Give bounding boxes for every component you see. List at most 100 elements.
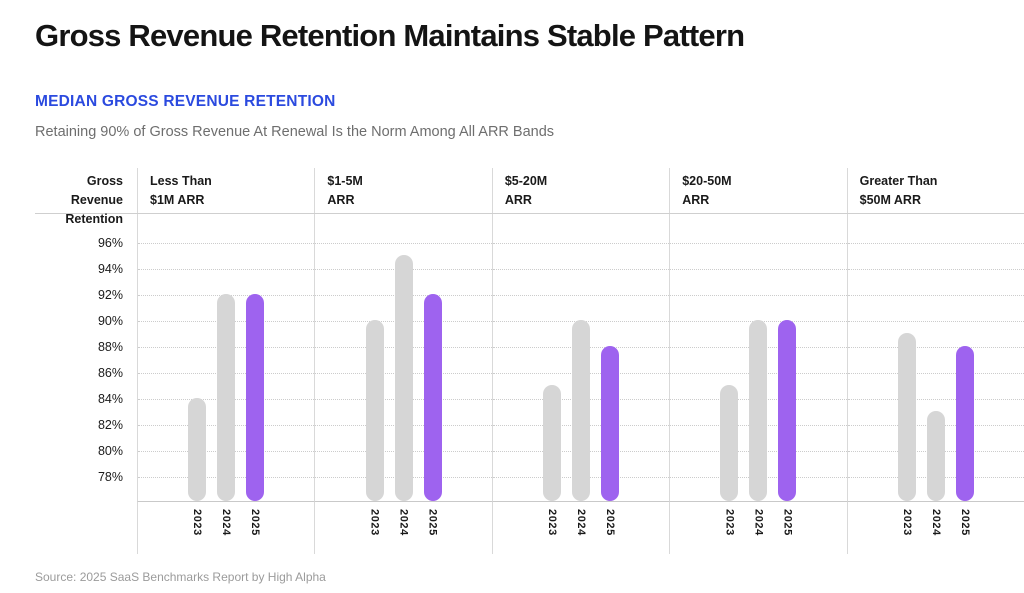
bar-2023-value-90 — [365, 320, 384, 501]
panel-x-labels-2: 2023 2024 2025 — [314, 502, 491, 554]
y-tick-label: 88% — [97, 340, 123, 354]
x-tick-label-2025: 2025 — [249, 509, 262, 536]
year-slot: 2023 — [366, 509, 384, 554]
y-tick-label: 96% — [97, 236, 123, 250]
report-page: Gross Revenue Retention Maintains Stable… — [0, 16, 1024, 593]
bar-2024-value-95 — [394, 255, 413, 501]
panel-plot-3 — [491, 214, 670, 502]
x-tick-label-2025: 2025 — [781, 509, 794, 536]
bar-2025-value-90 — [778, 320, 797, 501]
panel-header-line1: $5-20M — [504, 174, 548, 188]
year-slot: 2025 — [778, 509, 796, 554]
panel-x-labels-4: 2023 2024 2025 — [669, 502, 846, 554]
panel-x-labels-1: 2023 2024 2025 — [137, 502, 314, 554]
x-label-spacer — [35, 502, 137, 554]
bar-2023-value-85 — [720, 385, 739, 501]
year-slot: 2023 — [543, 509, 561, 554]
x-tick-label-2024: 2024 — [575, 509, 588, 536]
bar-group — [493, 214, 669, 501]
page-title: Gross Revenue Retention Maintains Stable… — [35, 18, 745, 53]
y-tick-label: 84% — [97, 392, 123, 406]
gridline — [847, 399, 1024, 400]
y-tick-label: 80% — [97, 444, 123, 458]
year-slot: 2024 — [749, 509, 767, 554]
panel-plot-4 — [669, 214, 847, 502]
gridline — [847, 243, 1024, 244]
panel-header-line1: Less Than — [150, 174, 212, 188]
panel-header-line1: $1-5M — [327, 174, 363, 188]
y-tick-label: 78% — [97, 470, 123, 484]
panel-header-line2: $50M ARR — [859, 193, 921, 207]
x-tick-label-2023: 2023 — [546, 509, 559, 536]
y-axis-ticks: 96% 94% 92% 90% 88% 86% 84% 82% 80% 78% — [35, 214, 137, 502]
year-slot: 2024 — [572, 509, 590, 554]
x-tick-label-2025: 2025 — [604, 509, 617, 536]
panel-header-2: $1-5M ARR — [314, 168, 491, 213]
x-tick-label-2024: 2024 — [929, 509, 942, 536]
year-slot: 2023 — [188, 509, 206, 554]
chart-x-label-row: 2023 2024 2025 2023 2024 2025 2023 2024 2025 2023… — [35, 502, 1024, 554]
x-tick-label-2024: 2024 — [752, 509, 765, 536]
bar-2023-value-85 — [543, 385, 562, 501]
panel-x-labels-3: 2023 2024 2025 — [491, 502, 669, 554]
bar-2024-value-92 — [217, 294, 236, 501]
panel-plot-2 — [314, 214, 492, 502]
panel-header-line2: ARR — [504, 193, 532, 207]
year-slot: 2025 — [424, 509, 442, 554]
x-tick-label-2023: 2023 — [723, 509, 736, 536]
bar-2025-value-92 — [246, 294, 265, 501]
y-tick-label: 82% — [97, 418, 123, 432]
gridline — [138, 269, 315, 270]
year-slot: 2023 — [898, 509, 916, 554]
panel-header-line2: ARR — [327, 193, 355, 207]
grr-bar-chart: Gross Revenue Retention Less Than $1M ARR… — [35, 168, 1024, 554]
x-tick-label-2023: 2023 — [368, 509, 381, 536]
year-slot: 2025 — [246, 509, 264, 554]
year-slot: 2025 — [601, 509, 619, 554]
gridline — [670, 269, 847, 270]
gridline — [670, 295, 847, 296]
gridline — [847, 269, 1024, 270]
year-slot: 2024 — [217, 509, 235, 554]
panel-header-4: $20-50M ARR — [669, 168, 846, 213]
panel-header-3: $5-20M ARR — [491, 168, 669, 213]
bar-2025-value-88 — [955, 346, 974, 501]
chart-subtitle: Retaining 90% of Gross Revenue At Renewa… — [35, 124, 555, 140]
panel-header-line2: $1M ARR — [150, 193, 205, 207]
x-tick-label-2024: 2024 — [220, 509, 233, 536]
gridline — [847, 321, 1024, 322]
gridline — [492, 243, 670, 244]
y-tick-label: 92% — [97, 288, 123, 302]
gridline — [315, 243, 492, 244]
panel-plot-5 — [846, 214, 1024, 502]
y-tick-label: 90% — [97, 314, 123, 328]
gridline — [138, 243, 315, 244]
x-tick-label-2024: 2024 — [397, 509, 410, 536]
gridline — [847, 295, 1024, 296]
year-slot: 2024 — [395, 509, 413, 554]
panel-header-line1: $20-50M — [682, 174, 732, 188]
bar-2025-value-88 — [601, 346, 620, 501]
year-slot: 2024 — [927, 509, 945, 554]
x-tick-label-2023: 2023 — [900, 509, 913, 536]
bar-2024-value-83 — [926, 411, 945, 501]
x-tick-label-2023: 2023 — [191, 509, 204, 536]
panel-header-1: Less Than $1M ARR — [137, 168, 314, 213]
bar-2024-value-90 — [749, 320, 768, 501]
y-axis-title-line2: Retention — [65, 212, 123, 226]
gridline — [847, 373, 1024, 374]
bar-group — [670, 214, 846, 501]
year-slot: 2025 — [956, 509, 974, 554]
panel-plot-1 — [137, 214, 315, 502]
bar-2024-value-90 — [572, 320, 591, 501]
gridline — [492, 295, 670, 296]
y-tick-label: 94% — [97, 262, 123, 276]
chart-header-row: Gross Revenue Retention Less Than $1M ARR… — [35, 168, 1024, 226]
y-axis-title: Gross Revenue Retention — [35, 168, 137, 226]
gridline — [492, 269, 670, 270]
gridline — [670, 243, 847, 244]
x-tick-label-2025: 2025 — [426, 509, 439, 536]
year-slot: 2023 — [720, 509, 738, 554]
panel-header-5: Greater Than $50M ARR — [846, 168, 1024, 213]
chart-kicker: MEDIAN GROSS REVENUE RETENTION — [35, 93, 336, 110]
